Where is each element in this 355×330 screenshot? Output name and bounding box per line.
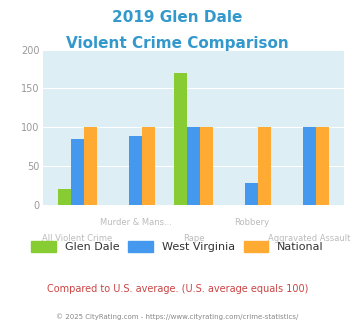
Bar — [303, 127, 316, 205]
Text: Robbery: Robbery — [234, 218, 269, 227]
Bar — [174, 73, 187, 205]
Text: Rape: Rape — [183, 234, 204, 243]
Legend: Glen Dale, West Virginia, National: Glen Dale, West Virginia, National — [27, 237, 328, 257]
Bar — [316, 127, 329, 205]
Text: Murder & Mans...: Murder & Mans... — [99, 218, 171, 227]
Bar — [258, 127, 271, 205]
Text: Aggravated Assault: Aggravated Assault — [268, 234, 351, 243]
Text: 2019 Glen Dale: 2019 Glen Dale — [112, 10, 243, 25]
Text: Violent Crime Comparison: Violent Crime Comparison — [66, 36, 289, 51]
Bar — [245, 183, 258, 205]
Bar — [71, 139, 84, 205]
Text: Compared to U.S. average. (U.S. average equals 100): Compared to U.S. average. (U.S. average … — [47, 284, 308, 294]
Text: © 2025 CityRating.com - https://www.cityrating.com/crime-statistics/: © 2025 CityRating.com - https://www.city… — [56, 314, 299, 320]
Bar — [200, 127, 213, 205]
Text: All Violent Crime: All Violent Crime — [42, 234, 113, 243]
Bar — [58, 189, 71, 205]
Bar — [84, 127, 97, 205]
Bar — [129, 136, 142, 205]
Bar — [142, 127, 154, 205]
Bar — [187, 127, 200, 205]
